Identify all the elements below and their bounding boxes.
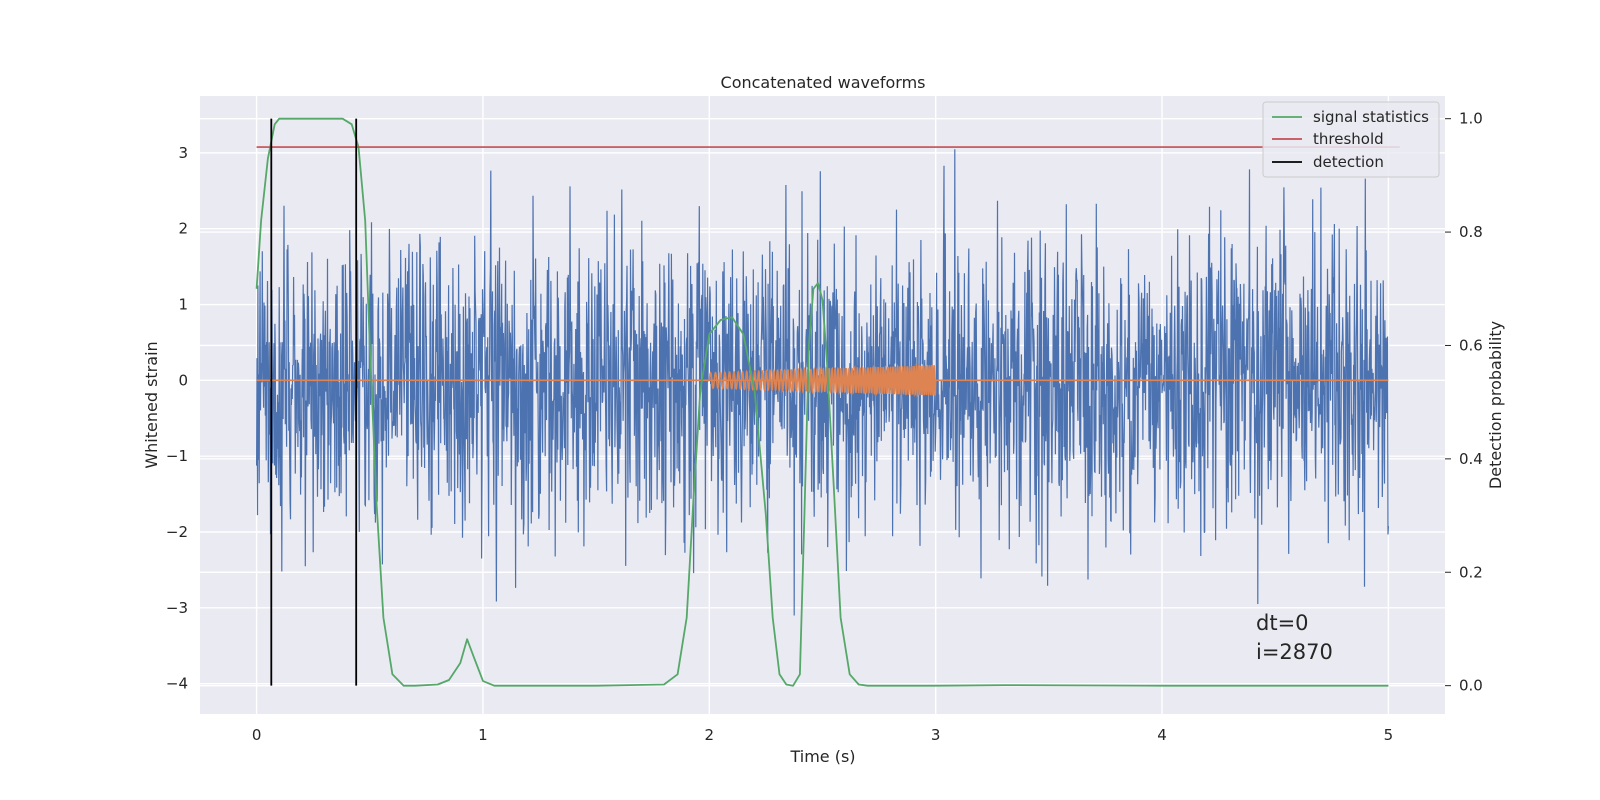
ticks: 0 1 2 3 4 5 3 2 1 0 −1 −2 −3 −4 1.0 0.8 0.6 0.4 0.2 0.0	[166, 110, 1483, 744]
x-tick-label: 0	[252, 726, 262, 744]
y-axis-label: Whitened strain	[142, 341, 161, 468]
y-tick-label: −4	[166, 675, 188, 693]
x-axis-label: Time (s)	[789, 747, 855, 766]
y2-tick-label: 0.0	[1459, 677, 1483, 695]
chart-title: Concatenated waveforms	[721, 73, 926, 92]
legend-label-detection: detection	[1313, 153, 1384, 171]
annotation-index: i=2870	[1256, 640, 1333, 664]
annotation-dt: dt=0	[1256, 611, 1309, 635]
y2-tick-label: 0.2	[1459, 563, 1483, 581]
y-tick-label: 3	[178, 144, 188, 162]
x-tick-label: 5	[1384, 726, 1394, 744]
strain-noise-line	[256, 149, 1389, 616]
y2-tick-label: 0.8	[1459, 223, 1483, 241]
x-tick-label: 4	[1157, 726, 1167, 744]
y2-tick-label: 1.0	[1459, 110, 1483, 128]
legend: signal statistics threshold detection	[1262, 101, 1440, 178]
legend-box	[1262, 101, 1440, 178]
y-tick-label: 2	[178, 220, 188, 238]
signal-statistics-line	[255, 117, 1389, 687]
series-layer	[255, 117, 1400, 687]
injected-signal-chirp	[708, 363, 937, 398]
y-tick-label: 1	[178, 296, 188, 314]
y2-tick-label: 0.6	[1459, 336, 1483, 354]
x-tick-label: 1	[478, 726, 488, 744]
y2-tick-label: 0.4	[1459, 450, 1483, 468]
x-tick-label: 3	[931, 726, 941, 744]
x-tick-label: 2	[705, 726, 715, 744]
y-tick-label: −1	[166, 447, 188, 465]
y-tick-label: −3	[166, 599, 188, 617]
legend-label-signal-statistics: signal statistics	[1313, 108, 1429, 126]
y2-axis-label: Detection probability	[1486, 321, 1505, 489]
legend-label-threshold: threshold	[1313, 130, 1384, 148]
y-tick-label: −2	[166, 523, 188, 541]
y-tick-label: 0	[178, 371, 188, 389]
